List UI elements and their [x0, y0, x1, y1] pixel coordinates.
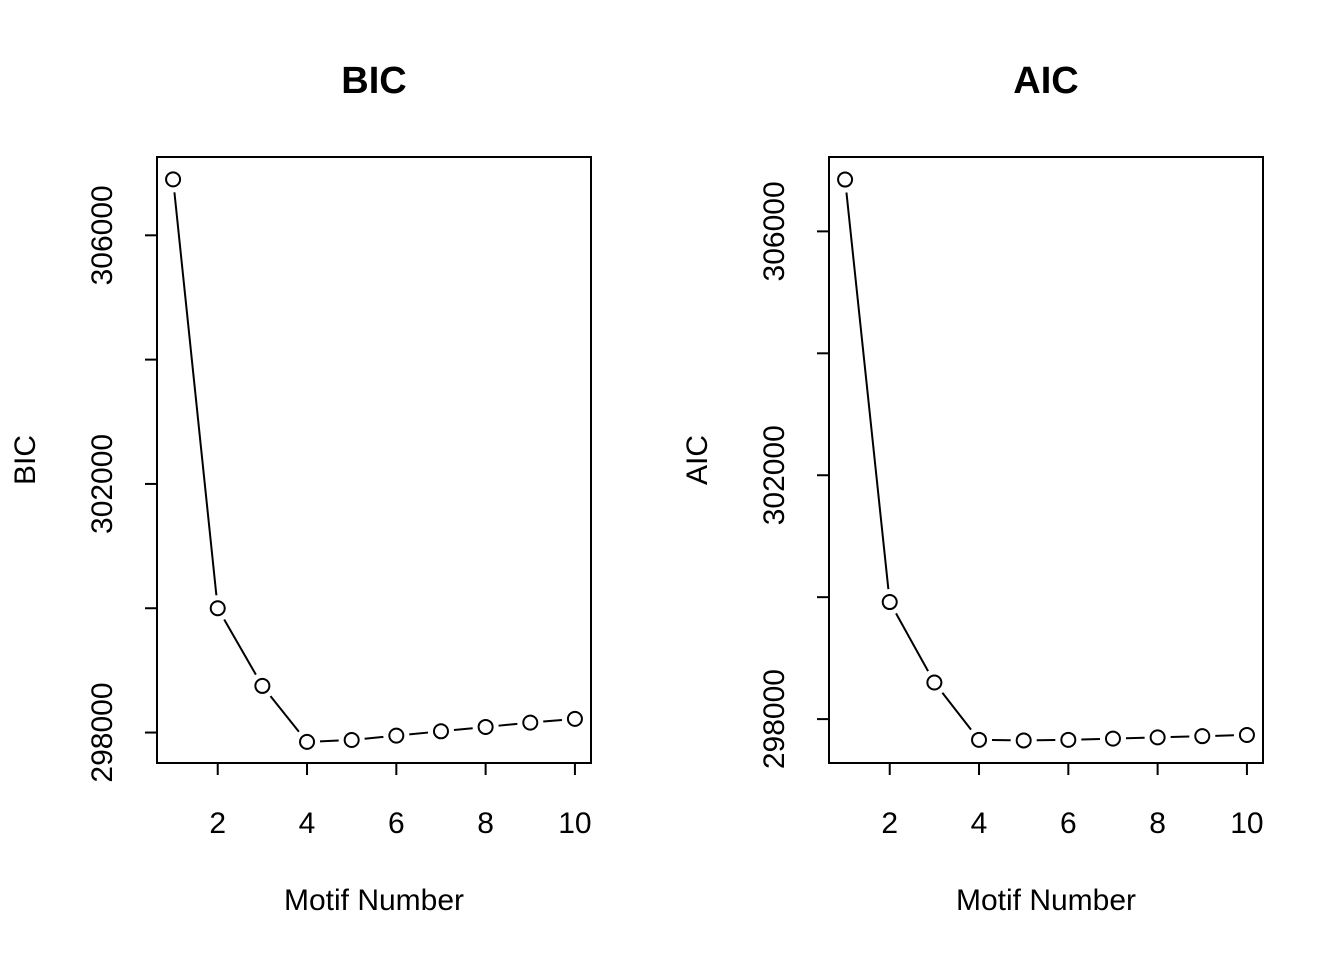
- aic-line-segment: [1170, 735, 1190, 739]
- bic-plot-frame: [156, 156, 592, 764]
- aic-data-point: [926, 674, 943, 691]
- aic-panel: AIC Motif Number AIC 2 4 6 8 10 298000 302000 3…: [681, 60, 1264, 917]
- aic-data-point: [837, 171, 854, 188]
- aic-data-point: [971, 731, 988, 748]
- aic-line-segment: [941, 692, 972, 731]
- bic-data-point: [343, 732, 360, 749]
- aic-data-point: [1238, 726, 1255, 743]
- bic-data-point: [209, 600, 226, 617]
- aic-y-tick-label: 306000: [758, 181, 791, 281]
- aic-x-tick-label: 4: [971, 807, 988, 840]
- bic-line-segment: [409, 731, 429, 736]
- bic-data-point: [522, 714, 539, 731]
- aic-x-tick-label: 2: [881, 807, 898, 840]
- bic-line-segment: [223, 619, 257, 676]
- aic-y-tick-label: 298000: [758, 669, 791, 769]
- bic-data-point: [477, 718, 494, 735]
- bic-y-tick-label: 298000: [86, 682, 119, 782]
- bic-y-tick-label: 306000: [86, 185, 119, 285]
- bic-line-segment: [543, 718, 563, 723]
- aic-x-tick-label: 8: [1149, 807, 1166, 840]
- bic-line-segment: [319, 739, 339, 743]
- bic-x-axis-label: Motif Number: [284, 884, 464, 917]
- bic-x-tick-label: 10: [558, 807, 591, 840]
- aic-line-segment: [895, 612, 929, 672]
- bic-data-point: [254, 677, 271, 694]
- bic-data-point: [566, 710, 583, 727]
- bic-line-segment: [498, 722, 518, 727]
- bic-line-segment: [453, 727, 473, 732]
- aic-x-tick-label: 6: [1060, 807, 1077, 840]
- bic-panel: BIC Motif Number BIC 2 4 6 8 10 298000 302000 3…: [9, 60, 592, 917]
- bic-line-segment: [269, 695, 300, 733]
- bic-data-point: [299, 733, 316, 750]
- aic-line-segment: [1081, 737, 1101, 741]
- aic-plot-frame: [828, 156, 1264, 764]
- aic-y-axis-label: AIC: [681, 435, 714, 485]
- aic-title: AIC: [1013, 60, 1078, 102]
- bic-data-point: [165, 171, 182, 188]
- aic-data-point: [1194, 728, 1211, 745]
- aic-data-point: [881, 594, 898, 611]
- bic-x-tick-label: 2: [209, 807, 226, 840]
- aic-data-point: [1060, 731, 1077, 748]
- aic-data-point: [1015, 732, 1032, 749]
- aic-x-tick-label: 10: [1230, 807, 1263, 840]
- aic-line-segment: [1215, 734, 1234, 737]
- aic-data-point: [1104, 730, 1121, 747]
- bic-line-segment: [364, 735, 384, 740]
- bic-x-tick-label: 4: [299, 807, 316, 840]
- bic-line-segment: [173, 192, 218, 596]
- bic-x-tick-label: 6: [388, 807, 405, 840]
- bic-data-point: [432, 723, 449, 740]
- aic-y-tick-label: 302000: [758, 425, 791, 525]
- bic-y-axis-label: BIC: [9, 435, 42, 485]
- aic-line-segment: [845, 192, 890, 590]
- aic-x-axis-label: Motif Number: [956, 884, 1136, 917]
- aic-data-point: [1149, 729, 1166, 746]
- aic-line-segment: [1125, 736, 1145, 740]
- bic-x-tick-label: 8: [477, 807, 494, 840]
- bic-title: BIC: [341, 60, 406, 102]
- bic-y-tick-label: 302000: [86, 434, 119, 534]
- bic-data-point: [388, 727, 405, 744]
